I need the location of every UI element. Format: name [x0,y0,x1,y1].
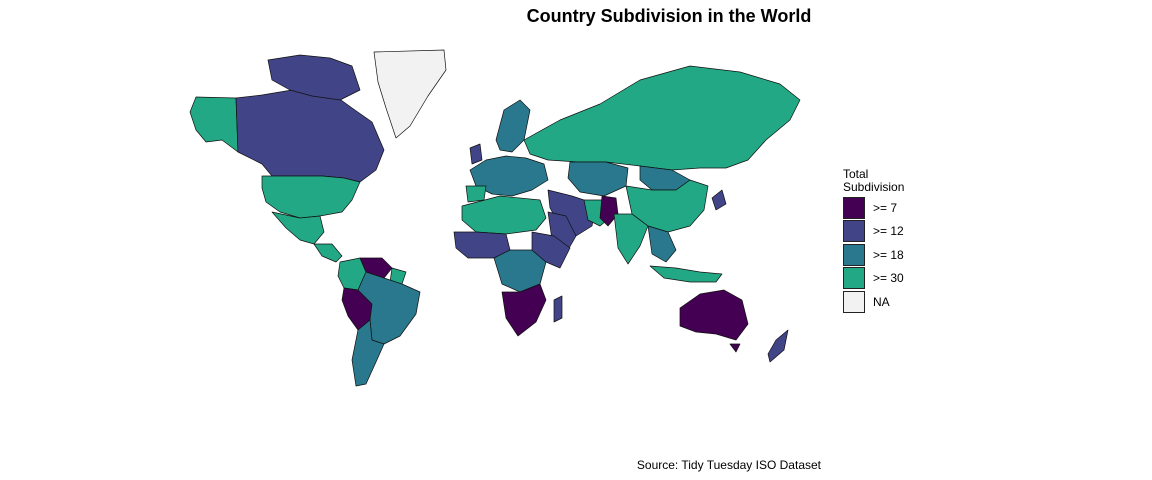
legend-label: NA [873,294,890,309]
region-southeast-asia [647,225,677,263]
legend-item: NA [843,290,913,314]
region-alaska [189,96,239,153]
legend-swatch [843,220,865,243]
region-canada [235,89,385,183]
region-australia [679,289,749,341]
region-uk [469,143,483,165]
legend-title-line2: Subdivision [843,180,905,194]
region-kazakhstan [567,161,629,197]
region-north-africa [461,195,547,235]
source-caption: Source: Tidy Tuesday ISO Dataset [636,458,821,472]
legend-label: >= 7 [873,200,898,215]
legend-title-line1: Total [843,167,869,181]
region-greenland [373,49,447,139]
region-iberia [465,185,487,203]
region-pakistan [599,195,619,227]
region-southern-africa [501,283,547,337]
region-usa [261,175,361,219]
legend-label: >= 12 [873,224,904,239]
region-india [613,213,649,265]
region-central-africa [493,249,547,293]
legend: Total Subdivision >= 7 >= 12 >= 18 >= 30… [843,168,913,314]
legend-item: >= 12 [843,220,913,244]
legend-item: >= 7 [843,196,913,220]
region-russia [523,65,801,171]
region-madagascar [553,295,563,323]
legend-item: >= 18 [843,243,913,267]
region-argentina [351,319,385,387]
region-new-zealand [767,329,789,363]
region-arctic-islands [267,54,361,101]
region-japan [711,189,727,211]
region-europe [469,155,549,197]
legend-item: >= 30 [843,267,913,291]
legend-swatch [843,196,865,219]
legend-label: >= 30 [873,271,904,286]
region-tasmania [729,343,741,353]
region-east-africa [531,231,571,269]
region-scandinavia [495,99,531,153]
region-indonesia [649,265,723,283]
region-brazil [357,271,421,345]
region-venezuela [359,257,393,279]
legend-swatch [843,243,865,266]
legend-swatch [843,290,865,313]
legend-title: Total Subdivision [843,168,913,194]
map-title: Country Subdivision in the World [526,6,812,26]
region-central-america [313,243,343,263]
legend-swatch [843,267,865,290]
region-mexico [271,211,325,245]
legend-label: >= 18 [873,247,904,262]
